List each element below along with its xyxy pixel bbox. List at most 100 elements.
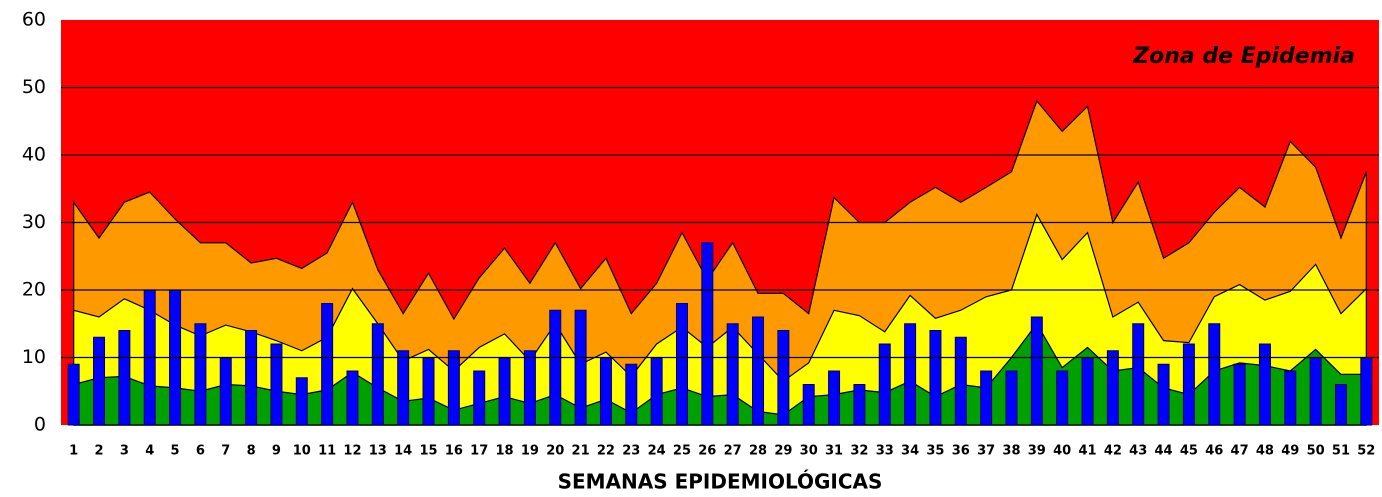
bar xyxy=(599,357,612,426)
bar xyxy=(270,343,283,426)
x-tick-label: 2 xyxy=(94,444,103,459)
bar xyxy=(1334,384,1347,426)
bar xyxy=(1258,343,1271,426)
x-tick-label: 38 xyxy=(1002,444,1020,459)
bar xyxy=(1157,363,1170,426)
x-axis-label: SEMANAS EPIDEMIOLÓGICAS xyxy=(558,470,883,494)
x-tick-label: 43 xyxy=(1129,444,1147,459)
x-tick-label: 49 xyxy=(1281,444,1299,459)
bar xyxy=(625,363,638,426)
bar xyxy=(752,316,765,426)
bar xyxy=(1360,357,1373,426)
x-tick-label: 47 xyxy=(1231,444,1249,459)
x-tick-label: 17 xyxy=(470,444,488,459)
bar xyxy=(1182,343,1195,426)
x-tick-label: 15 xyxy=(419,444,437,459)
bar xyxy=(1030,316,1043,426)
x-tick-label: 26 xyxy=(698,444,716,459)
bar xyxy=(726,323,739,426)
bar xyxy=(701,242,714,426)
x-tick-label: 33 xyxy=(876,444,894,459)
bar xyxy=(675,303,688,426)
bar xyxy=(245,330,258,426)
x-tick-label: 27 xyxy=(724,444,742,459)
x-tick-label: 4 xyxy=(145,444,154,459)
x-tick-label: 50 xyxy=(1307,444,1325,459)
bar xyxy=(878,343,891,426)
bar xyxy=(346,370,359,426)
x-tick-label: 18 xyxy=(496,444,514,459)
y-tick-label: 0 xyxy=(34,414,46,436)
bar xyxy=(1081,357,1094,426)
x-tick-label: 11 xyxy=(318,444,336,459)
x-tick-label: 48 xyxy=(1256,444,1274,459)
x-tick-label: 22 xyxy=(597,444,615,459)
y-tick-label: 30 xyxy=(22,211,46,233)
x-tick-label: 12 xyxy=(343,444,361,459)
bar xyxy=(1284,370,1297,426)
bar xyxy=(1208,323,1221,426)
bar xyxy=(1106,350,1119,426)
x-tick-label: 36 xyxy=(952,444,970,459)
y-tick-label: 10 xyxy=(22,346,46,368)
bar xyxy=(1056,370,1069,426)
bar xyxy=(549,309,562,426)
x-tick-label: 10 xyxy=(293,444,311,459)
x-tick-label: 45 xyxy=(1180,444,1198,459)
x-tick-label: 13 xyxy=(369,444,387,459)
bar xyxy=(1233,363,1246,426)
bar xyxy=(904,323,917,426)
bar xyxy=(650,357,663,426)
x-tick-label: 3 xyxy=(120,444,129,459)
x-tick-label: 1 xyxy=(69,444,78,459)
bar xyxy=(777,330,790,426)
bar xyxy=(397,350,410,426)
x-tick-label: 5 xyxy=(171,444,180,459)
annotation: Zona de Epidemia xyxy=(1132,44,1355,69)
bar xyxy=(93,336,106,426)
x-tick-label: 8 xyxy=(247,444,256,459)
bar xyxy=(954,336,967,426)
x-tick-label: 6 xyxy=(196,444,205,459)
bar xyxy=(194,323,207,426)
bar xyxy=(67,363,80,426)
x-tick-label: 14 xyxy=(394,444,412,459)
y-tick-label: 50 xyxy=(22,76,46,98)
x-tick-label: 41 xyxy=(1078,444,1096,459)
x-tick-label: 23 xyxy=(622,444,640,459)
bar xyxy=(523,350,536,426)
bar xyxy=(118,330,131,426)
bar xyxy=(853,384,866,426)
x-tick-label: 9 xyxy=(272,444,281,459)
x-tick-label: 19 xyxy=(521,444,539,459)
bar xyxy=(574,309,587,426)
bar xyxy=(447,350,460,426)
x-tick-label: 24 xyxy=(648,444,666,459)
bar xyxy=(1132,323,1145,426)
bar xyxy=(321,303,334,426)
bar xyxy=(929,330,942,426)
x-tick-label: 29 xyxy=(774,444,792,459)
bar xyxy=(802,384,815,426)
x-tick-label: 7 xyxy=(221,444,230,459)
x-tick-label: 20 xyxy=(546,444,564,459)
x-tick-label: 51 xyxy=(1332,444,1350,459)
x-tick-label: 32 xyxy=(850,444,868,459)
bar xyxy=(219,357,232,426)
x-tick-label: 39 xyxy=(1028,444,1046,459)
bar xyxy=(473,370,486,426)
x-tick-label: 42 xyxy=(1104,444,1122,459)
x-tick-label: 31 xyxy=(825,444,843,459)
x-tick-label: 28 xyxy=(749,444,767,459)
x-tick-label: 40 xyxy=(1053,444,1071,459)
x-tick-label: 16 xyxy=(445,444,463,459)
x-tick-label: 30 xyxy=(800,444,818,459)
x-tick-label: 44 xyxy=(1155,444,1173,459)
x-tick-label: 21 xyxy=(572,444,590,459)
bar xyxy=(828,370,841,426)
x-tick-label: 52 xyxy=(1357,444,1375,459)
bar xyxy=(980,370,993,426)
y-tick-label: 40 xyxy=(22,144,46,166)
